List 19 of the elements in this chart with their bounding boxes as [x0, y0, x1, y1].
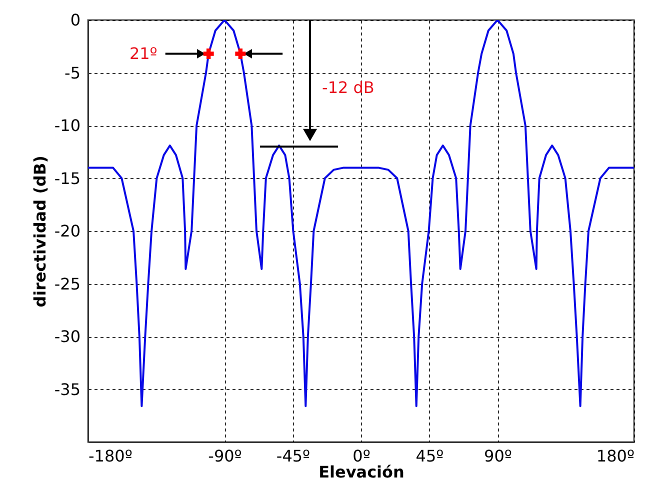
y-tick-label: -15 [54, 168, 80, 188]
y-tick-label: -5 [64, 63, 80, 82]
y-axis-title: directividad (dB) [30, 156, 50, 308]
y-tick-label: -25 [54, 274, 80, 294]
annotation: -12 dB [322, 78, 374, 97]
y-tick-label: 0 [70, 10, 80, 30]
y-tick-label: -30 [54, 327, 80, 346]
x-tick-label: -45º [276, 446, 310, 466]
x-tick-label: 0º [352, 446, 370, 466]
y-tick-label: -20 [54, 222, 80, 240]
annotation: 21º [129, 44, 158, 63]
x-tick-label: -180º [88, 446, 132, 466]
x-tick-label: 90º [484, 446, 512, 466]
y-tick-label: -10 [54, 116, 80, 135]
x-tick-label: -90º [208, 446, 242, 466]
x-tick-label: 45º [416, 446, 444, 466]
x-tick-label: 180º [596, 446, 634, 466]
y-tick-label: -35 [54, 380, 80, 399]
x-axis-title: Elevación [318, 462, 404, 482]
